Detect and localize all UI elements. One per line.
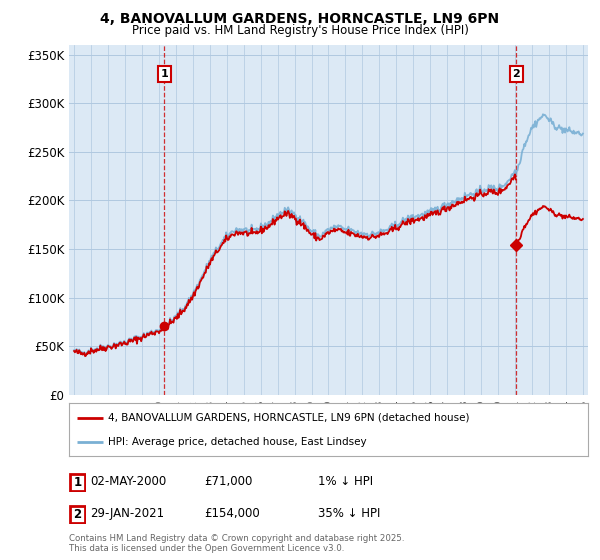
Text: Price paid vs. HM Land Registry's House Price Index (HPI): Price paid vs. HM Land Registry's House …: [131, 24, 469, 36]
Text: 1: 1: [73, 475, 82, 489]
Text: £71,000: £71,000: [204, 475, 253, 488]
Text: 2: 2: [512, 69, 520, 79]
Text: 29-JAN-2021: 29-JAN-2021: [90, 507, 164, 520]
FancyBboxPatch shape: [70, 506, 85, 522]
Text: 35% ↓ HPI: 35% ↓ HPI: [318, 507, 380, 520]
Text: Contains HM Land Registry data © Crown copyright and database right 2025.
This d: Contains HM Land Registry data © Crown c…: [69, 534, 404, 553]
FancyBboxPatch shape: [70, 474, 85, 491]
Text: £154,000: £154,000: [204, 507, 260, 520]
Text: 02-MAY-2000: 02-MAY-2000: [90, 475, 166, 488]
Text: 4, BANOVALLUM GARDENS, HORNCASTLE, LN9 6PN (detached house): 4, BANOVALLUM GARDENS, HORNCASTLE, LN9 6…: [108, 413, 469, 423]
Text: 2: 2: [73, 507, 82, 521]
Text: 4, BANOVALLUM GARDENS, HORNCASTLE, LN9 6PN: 4, BANOVALLUM GARDENS, HORNCASTLE, LN9 6…: [100, 12, 500, 26]
Text: 1% ↓ HPI: 1% ↓ HPI: [318, 475, 373, 488]
Text: HPI: Average price, detached house, East Lindsey: HPI: Average price, detached house, East…: [108, 437, 367, 447]
Text: 1: 1: [161, 69, 169, 79]
